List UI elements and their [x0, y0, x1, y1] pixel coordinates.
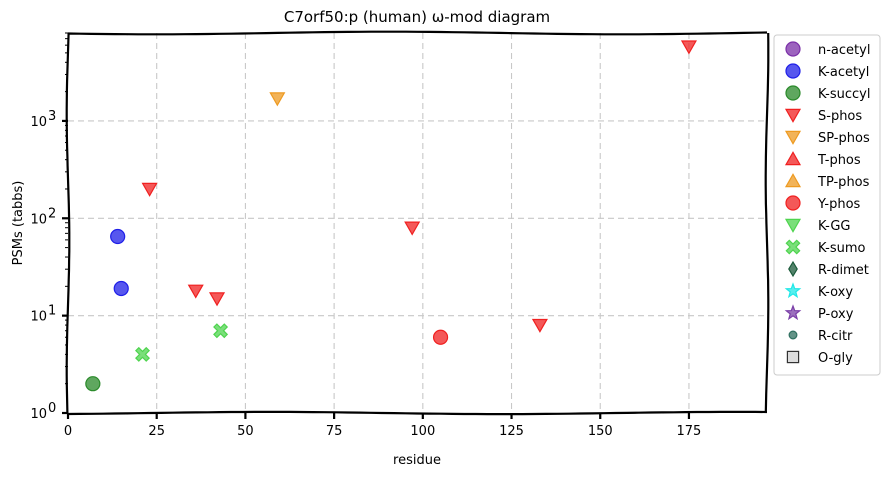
legend-label: K-succyl: [818, 87, 870, 102]
x-tick-label: 175: [677, 424, 702, 439]
y-tick-exponent: 1: [48, 304, 56, 319]
data-point: [113, 280, 129, 297]
legend-marker: [784, 130, 802, 145]
legend-marker: [785, 239, 801, 255]
x-tick-label: 100: [410, 424, 435, 439]
legend-label: K-acetyl: [818, 65, 869, 80]
chart-title: C7orf50:p (human) ω-mod diagram: [284, 8, 550, 26]
legend-label: K-oxy: [818, 285, 853, 300]
data-point: [85, 376, 101, 392]
legend-label: Y-phos: [817, 197, 861, 212]
x-tick-label: 0: [64, 424, 72, 439]
y-tick-exponent: 0: [48, 401, 56, 416]
grid: [68, 33, 767, 413]
legend-label: n-acetyl: [818, 43, 870, 58]
legend-label: K-GG: [818, 219, 850, 234]
legend-marker: [784, 282, 802, 299]
legend-label: S-phos: [818, 109, 862, 124]
x-tick-label: 50: [237, 424, 254, 439]
legend-marker: [788, 260, 798, 278]
y-axis-label: PSMs (tabbs): [11, 181, 26, 266]
legend-label: O-gly: [818, 351, 853, 366]
data-point: [187, 284, 204, 299]
y-tick-label: 10: [30, 407, 47, 422]
legend-label: T-phos: [817, 153, 861, 168]
legend-marker: [784, 218, 802, 233]
y-tick-label: 10: [30, 212, 47, 227]
data-point: [531, 318, 548, 333]
legend-label: R-citr: [818, 329, 853, 344]
legend-marker: [786, 350, 800, 364]
legend-marker: [784, 108, 802, 123]
legend-marker: [784, 304, 802, 321]
x-tick-label: 150: [588, 424, 613, 439]
data-points: [85, 40, 697, 392]
x-tick-label: 25: [148, 424, 165, 439]
data-point: [432, 329, 449, 345]
data-point: [269, 92, 286, 107]
legend-marker: [785, 195, 801, 211]
data-point: [135, 346, 151, 362]
legend-label: R-dimet: [818, 263, 869, 278]
data-point: [110, 228, 126, 245]
legend-box: [773, 34, 881, 376]
legend-label: K-sumo: [818, 241, 866, 256]
data-point: [404, 221, 421, 236]
y-tick-exponent: 2: [48, 206, 56, 221]
x-axis-label: residue: [393, 453, 441, 468]
x-axis: 0 25 50 75 100 125 150 175: [64, 413, 701, 439]
legend-marker: [784, 173, 802, 188]
legend-label: TP-phos: [817, 175, 870, 190]
data-point: [213, 323, 229, 339]
x-tick-label: 75: [326, 424, 343, 439]
legend-marker: [784, 151, 802, 166]
legend-label: SP-phos: [818, 131, 870, 146]
legend: n-acetyl K-acetyl K-succyl S-phos SP-phos T-p…: [773, 34, 881, 376]
data-point: [680, 40, 697, 55]
legend-marker: [788, 330, 798, 340]
legend-label: P-oxy: [818, 307, 854, 322]
y-tick-label: 10: [30, 310, 47, 325]
legend-marker: [785, 41, 801, 57]
data-point: [141, 182, 158, 197]
y-tick-exponent: 3: [48, 109, 56, 124]
data-point: [208, 292, 226, 307]
legend-marker: [785, 63, 801, 79]
legend-marker: [785, 85, 801, 101]
x-tick-label: 125: [499, 424, 524, 439]
plot-frame: [65, 30, 770, 416]
y-tick-label: 10: [30, 115, 47, 130]
